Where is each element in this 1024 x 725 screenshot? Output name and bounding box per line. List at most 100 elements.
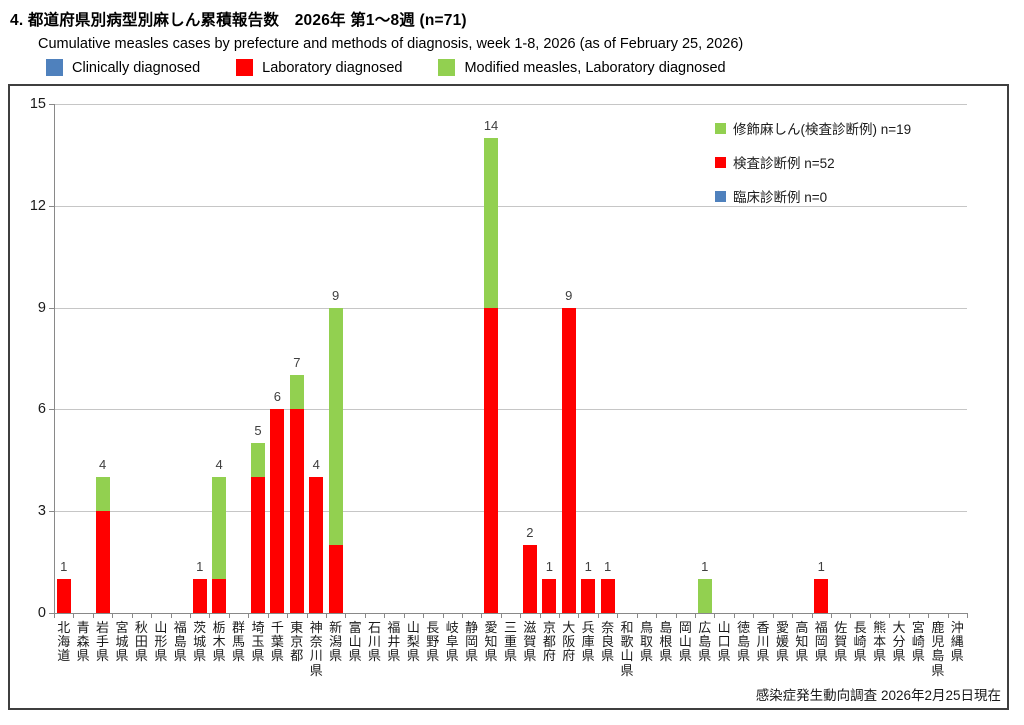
x-axis-tick xyxy=(967,614,968,618)
bar-segment xyxy=(270,409,285,613)
x-axis-label: 山梨県 xyxy=(404,620,422,664)
legend-item: Laboratory diagnosed xyxy=(236,59,402,76)
bar-segment xyxy=(56,579,71,613)
x-axis-label-char: 県 xyxy=(426,648,440,664)
legend-item: Modified measles, Laboratory diagnosed xyxy=(438,59,726,76)
chart-legend-item: 臨床診断例 n=0 xyxy=(715,186,911,206)
x-axis-label-char: 県 xyxy=(406,648,420,664)
x-axis-label-char: 道 xyxy=(57,648,71,664)
x-axis-label-char: 滋 xyxy=(523,620,537,635)
x-axis-label-char: 縄 xyxy=(950,634,964,650)
x-axis-label-char: 県 xyxy=(309,662,323,678)
x-axis-label-char: 岡 xyxy=(678,620,692,635)
x-axis-label: 滋賀県 xyxy=(521,620,539,664)
bar-segment xyxy=(697,579,712,613)
x-axis-label-char: 崎 xyxy=(911,634,925,650)
x-axis-label-char: 県 xyxy=(931,662,945,678)
bar-segment xyxy=(212,477,227,580)
x-axis-label: 大分県 xyxy=(890,620,908,664)
x-axis-label-char: 野 xyxy=(426,634,440,650)
x-axis-label: 福井県 xyxy=(385,620,403,664)
bar-segment xyxy=(484,137,499,308)
page-title: 4. 都道府県別病型別麻しん累積報告数 2026年 第1〜8週 (n=71) xyxy=(10,12,467,29)
x-axis-label-char: 分 xyxy=(892,634,906,650)
x-axis-label-char: 山 xyxy=(154,620,168,635)
x-axis-label: 神奈川県 xyxy=(307,620,325,678)
x-axis-label-char: 東 xyxy=(290,620,304,635)
x-axis-label-char: 川 xyxy=(368,634,382,650)
bar-value-label: 4 xyxy=(98,457,107,473)
y-axis-tick xyxy=(49,409,54,411)
x-axis-label-char: 県 xyxy=(853,648,867,664)
x-axis-label: 東京都 xyxy=(288,620,306,664)
x-axis-tick xyxy=(481,614,483,618)
x-axis-label-char: 田 xyxy=(134,634,148,650)
x-axis-label-char: 山 xyxy=(717,620,731,635)
x-axis-label-char: 青 xyxy=(76,620,90,635)
bar-value-label: 9 xyxy=(565,287,573,303)
bar-segment xyxy=(328,307,343,546)
x-axis-label: 三重県 xyxy=(502,620,520,664)
x-axis-label-char: 埼 xyxy=(251,620,265,635)
x-axis-label-char: 県 xyxy=(795,648,809,664)
bar-segment xyxy=(522,545,537,613)
x-axis-label-char: 県 xyxy=(892,648,906,664)
x-axis-label-char: 県 xyxy=(523,648,537,664)
x-axis-label-char: 大 xyxy=(562,620,576,635)
x-axis-label-char: 都 xyxy=(542,634,556,650)
x-axis-label-char: 愛 xyxy=(775,620,789,635)
x-axis-label-char: 県 xyxy=(134,648,148,664)
x-axis-label: 石川県 xyxy=(366,620,384,664)
x-axis-tick xyxy=(772,614,774,618)
bar-segment xyxy=(328,545,343,613)
x-axis-label-char: 県 xyxy=(834,648,848,664)
x-axis-label-char: 県 xyxy=(678,648,692,664)
x-axis-label-char: 富 xyxy=(348,620,362,635)
x-axis-label-char: 県 xyxy=(368,648,382,664)
bar-segment xyxy=(95,477,110,512)
x-axis-label-char: 崎 xyxy=(853,634,867,650)
x-axis-tick xyxy=(831,614,833,618)
bar-value-label: 1 xyxy=(817,559,825,575)
legend-label: Clinically diagnosed xyxy=(72,59,201,76)
x-axis-label-char: 川 xyxy=(309,648,323,664)
x-axis-label-char: 秋 xyxy=(134,620,148,635)
bar-value-label: 7 xyxy=(293,355,301,371)
x-axis-label-char: 県 xyxy=(601,648,615,664)
y-axis-label: 3 xyxy=(37,503,46,520)
x-axis-label-char: 島 xyxy=(173,634,187,650)
x-axis-label-char: 奈 xyxy=(601,620,615,635)
x-axis-tick xyxy=(500,614,502,618)
x-axis-label-char: 県 xyxy=(581,648,595,664)
bar-value-label: 1 xyxy=(584,559,592,575)
x-axis-tick xyxy=(869,614,871,618)
bar-value-label: 2 xyxy=(526,525,534,541)
bar-segment xyxy=(289,409,304,613)
x-axis-tick xyxy=(850,614,852,618)
x-axis-label-char: 児 xyxy=(931,634,945,650)
x-axis-label: 和歌山県 xyxy=(618,620,636,678)
legend-swatch-icon xyxy=(438,59,456,76)
legend-swatch-icon xyxy=(46,59,63,76)
x-axis-label-char: 岩 xyxy=(96,620,110,635)
x-axis-tick xyxy=(403,614,405,618)
x-axis-label-char: 和 xyxy=(620,620,634,635)
x-axis-label-char: 県 xyxy=(212,648,226,664)
x-axis-label-char: 県 xyxy=(251,648,265,664)
x-axis-tick xyxy=(170,614,172,618)
x-axis-tick xyxy=(520,614,522,618)
x-axis-tick xyxy=(189,614,191,618)
x-axis-tick xyxy=(714,614,716,618)
x-axis-label-char: 県 xyxy=(814,648,828,664)
x-axis-label-char: 福 xyxy=(173,620,187,635)
x-axis-label: 千葉県 xyxy=(268,620,286,664)
x-axis-label: 鹿児島県 xyxy=(929,620,947,678)
x-axis-label: 岩手県 xyxy=(94,620,112,664)
bar-value-label: 1 xyxy=(701,559,709,575)
x-axis-label-char: 県 xyxy=(329,648,343,664)
x-axis-tick xyxy=(384,614,386,618)
x-axis-label-char: 取 xyxy=(639,634,653,650)
x-axis-tick xyxy=(73,614,75,618)
x-axis-label: 京都府 xyxy=(540,620,558,664)
x-axis-label-char: 城 xyxy=(193,634,207,650)
